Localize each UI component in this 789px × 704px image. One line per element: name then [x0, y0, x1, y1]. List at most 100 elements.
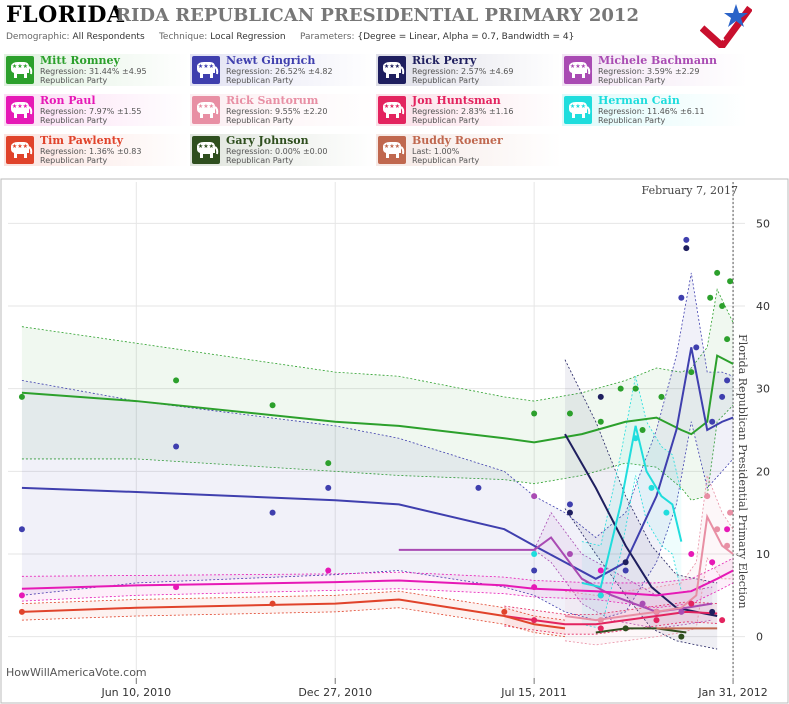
candidate-card-rick-perry[interactable]: ★★★ Rick Perry Regression: 2.57% ±4.69 Repu…	[376, 54, 562, 86]
poll-point-rick-santorum	[597, 617, 604, 624]
elephant-icon: ★★★	[378, 136, 406, 164]
elephant-icon: ★★★	[6, 96, 34, 124]
series-line-rick-santorum	[564, 513, 734, 622]
svg-text:★★★: ★★★	[198, 63, 214, 70]
candidate-card-mitt-romney[interactable]: ★★★ Mitt Romney Regression: 31.44% ±4.95 Re…	[4, 54, 190, 86]
candidate-card-buddy-roemer[interactable]: ★★★ Buddy Roemer Last: 1.00% Republican Par…	[376, 134, 562, 166]
parameters-line: Demographic: All Respondents Technique: …	[6, 32, 574, 42]
elephant-icon: ★★★	[378, 56, 406, 84]
technique-value: Local Regression	[210, 32, 286, 42]
y-tick-label: 40	[756, 300, 770, 313]
poll-point-newt-gingrich	[719, 393, 726, 400]
candidate-stat: Regression: 11.46% ±6.11	[598, 107, 705, 116]
y-tick-label: 30	[756, 383, 770, 396]
poll-chart: 0 10 20 30 40 50 Jun 10, 2010 Dec 27, 2010 Jul 1…	[0, 178, 789, 704]
candidate-card-rick-santorum[interactable]: ★★★ Rick Santorum Regression: 9.55% ±2.20 R…	[190, 94, 376, 126]
poll-point-jon-huntsman	[688, 600, 695, 607]
poll-point-rick-perry	[566, 509, 573, 516]
candidate-card-gary-johnson[interactable]: ★★★ Gary Johnson Regression: 0.00% ±0.00 Re…	[190, 134, 376, 166]
svg-text:★★★: ★★★	[198, 103, 214, 110]
candidate-card-herman-cain[interactable]: ★★★ Herman Cain Regression: 11.46% ±6.11 Re…	[562, 94, 748, 126]
candidate-name: Tim Pawlenty	[40, 134, 124, 147]
elephant-icon: ★★★	[378, 96, 406, 124]
parameters-value: {Degree = Linear, Alpha = 0.7, Bandwidth…	[357, 32, 575, 42]
poll-point-herman-cain	[663, 509, 670, 516]
x-tick-label: Dec 27, 2010	[298, 686, 372, 699]
poll-point-rick-perry	[683, 245, 690, 252]
as-of-date: February 7, 2017	[642, 184, 738, 197]
candidate-card-tim-pawlenty[interactable]: ★★★ Tim Pawlenty Regression: 1.36% ±0.83 Re…	[4, 134, 190, 166]
poll-point-newt-gingrich	[622, 567, 629, 574]
poll-point-rick-santorum	[714, 526, 721, 533]
band-upper-ron-paul	[21, 557, 734, 584]
watermark: HowWillAmericaVote.com	[6, 666, 147, 679]
poll-point-tim-pawlenty	[18, 608, 25, 615]
candidate-card-ron-paul[interactable]: ★★★ Ron Paul Regression: 7.97% ±1.55 Republ…	[4, 94, 190, 126]
elephant-icon: ★★★	[192, 56, 220, 84]
series-line-gary-johnson	[595, 627, 687, 634]
technique-label: Technique:	[158, 32, 208, 42]
poll-point-rick-santorum	[653, 608, 660, 615]
poll-point-tim-pawlenty	[269, 600, 276, 607]
candidate-party: Republican Party	[598, 116, 666, 125]
poll-point-gary-johnson	[678, 633, 685, 640]
poll-point-herman-cain	[648, 484, 655, 491]
poll-point-rick-santorum	[727, 509, 734, 516]
candidate-party: Republican Party	[40, 76, 108, 85]
poll-point-ron-paul	[325, 567, 332, 574]
svg-text:★★★: ★★★	[12, 103, 28, 110]
poll-point-rick-perry	[709, 608, 716, 615]
candidate-name: Jon Huntsman	[412, 94, 501, 107]
series-line-tim-pawlenty	[21, 598, 566, 630]
candidate-name: Herman Cain	[598, 94, 680, 107]
candidate-name: Gary Johnson	[226, 134, 309, 147]
candidate-party: Republican Party	[40, 116, 108, 125]
poll-point-michele-bachmann	[678, 608, 685, 615]
candidate-stat: Regression: 2.83% ±1.16	[412, 107, 514, 116]
series-line-herman-cain	[581, 425, 683, 589]
parameters-label: Parameters:	[299, 32, 355, 42]
band-lower-ron-paul	[21, 582, 734, 609]
poll-point-mitt-romney	[566, 410, 573, 417]
x-tick-label: Jan 31, 2012	[697, 686, 767, 699]
candidate-card-michele-bachmann[interactable]: ★★★ Michele Bachmann Regression: 3.59% ±2.…	[562, 54, 748, 86]
poll-point-tim-pawlenty	[501, 608, 508, 615]
candidate-party: Republican Party	[226, 116, 294, 125]
page-title: RIDA REPUBLICAN PRESIDENTIAL PRIMARY 201…	[116, 5, 639, 26]
poll-point-mitt-romney	[639, 427, 646, 433]
poll-point-newt-gingrich	[683, 236, 690, 243]
poll-point-mitt-romney	[617, 385, 624, 392]
poll-point-michele-bachmann	[639, 600, 646, 607]
title-state: FLORIDA	[6, 2, 125, 28]
elephant-icon: ★★★	[564, 56, 592, 84]
svg-text:★★★: ★★★	[384, 143, 400, 150]
candidate-stat: Regression: 26.52% ±4.82	[226, 67, 333, 76]
svg-text:★★★: ★★★	[12, 143, 28, 150]
candidate-card-jon-huntsman[interactable]: ★★★ Jon Huntsman Regression: 2.83% ±1.16 Re…	[376, 94, 562, 126]
band-lower-tim-pawlenty	[21, 607, 566, 638]
poll-point-newt-gingrich	[475, 484, 482, 491]
svg-text:★★★: ★★★	[570, 63, 586, 70]
series-line-newt-gingrich	[21, 347, 734, 580]
poll-point-rick-perry	[622, 559, 629, 566]
poll-point-ron-paul	[18, 592, 25, 599]
candidate-name: Rick Santorum	[226, 94, 319, 107]
election-label: Florida Republican Presidential Primary …	[736, 334, 749, 608]
poll-point-mitt-romney	[531, 410, 538, 417]
candidate-stat: Regression: 3.59% ±2.29	[598, 67, 700, 76]
svg-text:★★★: ★★★	[12, 63, 28, 70]
candidate-stat: Regression: 0.00% ±0.00	[226, 147, 328, 156]
x-tick-label: Jun 10, 2010	[100, 686, 171, 699]
poll-point-jon-huntsman	[597, 625, 604, 632]
poll-point-gary-johnson	[622, 625, 629, 632]
band-upper-rick-santorum	[564, 473, 734, 596]
svg-text:★★★: ★★★	[384, 63, 400, 70]
band-upper-newt-gingrich	[21, 272, 734, 538]
candidate-card-newt-gingrich[interactable]: ★★★ Newt Gingrich Regression: 26.52% ±4.82…	[190, 54, 376, 86]
svg-text:★★★: ★★★	[570, 103, 586, 110]
poll-point-mitt-romney	[597, 418, 604, 425]
x-tick-label: Jul 15, 2011	[500, 686, 567, 699]
candidate-name: Mitt Romney	[40, 54, 120, 67]
poll-point-mitt-romney	[18, 393, 25, 400]
